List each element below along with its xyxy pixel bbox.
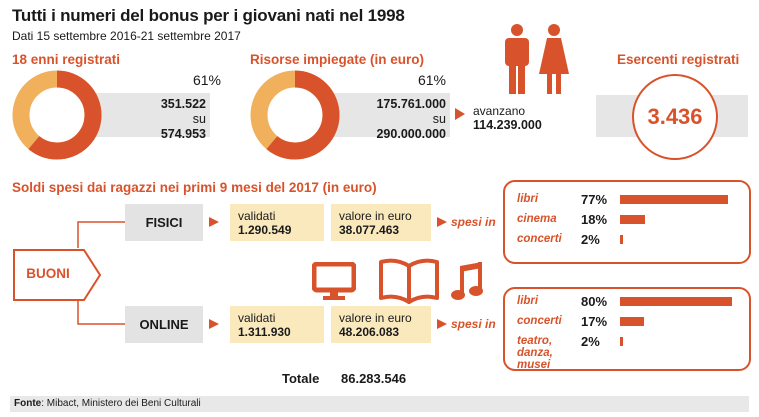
soldi-heading: Soldi spesi dai ragazzi nei primi 9 mesi…	[12, 180, 377, 195]
fisici-category-bar	[620, 215, 646, 224]
fisici-category-percent: 2%	[581, 232, 600, 247]
page-title: Tutti i numeri del bonus per i giovani n…	[12, 6, 405, 25]
fisici-category-name: concerti	[517, 233, 562, 245]
risorse-percent: 61%	[417, 72, 446, 88]
online-arrow-icon	[209, 319, 219, 329]
fisici-categories-list: libri 77% cinema 18% concerti 2%	[503, 180, 751, 264]
totale-value: 86.283.546	[341, 371, 407, 386]
registrati-donut	[12, 70, 102, 160]
registrati-donut-arc	[12, 70, 102, 160]
esercenti-value: 3.436	[647, 104, 703, 129]
registrati-numbers: 351.522 su 574.953	[140, 97, 206, 142]
monitor-icon	[312, 262, 356, 300]
online-categories-list: libri 80% concerti 17% teatro, danza, musei 2…	[503, 287, 751, 371]
online-spesi-arrow-icon	[437, 319, 447, 329]
fisici-category-bar	[620, 235, 623, 244]
online-category-name: teatro, danza, musei	[517, 335, 553, 371]
fisici-category-name: cinema	[517, 213, 557, 225]
fisici-valore-box: valore in euro 38.077.463	[331, 204, 431, 241]
male-person-icon	[505, 24, 529, 94]
online-validati-value: 1.311.930	[238, 325, 291, 339]
avanzano-arrow-icon	[455, 108, 465, 120]
footer-source: Fonte: Mibact, Ministero dei Beni Cultur…	[10, 396, 749, 412]
fisici-arrow-icon	[209, 217, 219, 227]
risorse-bg	[330, 93, 450, 137]
online-category-bar	[620, 337, 623, 346]
risorse-value: 175.761.000	[376, 97, 446, 111]
fisici-validati-value: 1.290.549	[238, 223, 292, 237]
online-valore-label: valore in euro	[339, 311, 412, 325]
fisici-category-percent: 18%	[581, 212, 608, 227]
online-validati-box: validati 1.311.930	[230, 306, 324, 343]
registrati-value: 351.522	[160, 97, 206, 111]
fisici-category-bar	[620, 195, 728, 204]
online-category-name: libri	[517, 295, 539, 307]
online-category-percent: 2%	[581, 334, 600, 349]
esercenti-heading: Esercenti registrati	[617, 52, 740, 67]
registrati-bg	[90, 93, 210, 137]
risorse-donut	[250, 70, 340, 160]
registrati-percent: 61%	[192, 72, 221, 88]
open-book-icon	[379, 258, 439, 304]
fisici-valore-value: 38.077.463	[339, 223, 400, 237]
avanzano-label: avanzano	[473, 104, 526, 118]
online-category-percent: 80%	[581, 294, 608, 309]
buoni-label: BUONI	[26, 266, 70, 281]
online-label: ONLINE	[125, 306, 203, 343]
music-note-icon	[451, 262, 483, 300]
buoni-arrow-shape	[13, 249, 102, 301]
risorse-numbers: 175.761.000 su 290.000.000	[350, 97, 446, 142]
fisici-category-percent: 77%	[581, 192, 608, 207]
registrati-total: 574.953	[160, 127, 206, 141]
online-validati-label: validati	[238, 311, 276, 325]
risorse-heading: Risorse impiegate (in euro)	[250, 52, 425, 67]
online-valore-value: 48.206.083	[339, 325, 400, 339]
online-category-bar	[620, 317, 644, 326]
risorse-donut-arc	[250, 70, 340, 160]
fisici-valore-label: valore in euro	[339, 209, 412, 223]
fisici-validati-label: validati	[238, 209, 276, 223]
fisici-category-name: libri	[517, 193, 539, 205]
fisici-spesi-arrow-icon	[437, 217, 447, 227]
online-valore-box: valore in euro 48.206.083	[331, 306, 431, 343]
female-person-icon	[539, 24, 569, 94]
footer-fonte-label: Fonte	[14, 398, 42, 409]
fisici-label: FISICI	[125, 204, 203, 241]
risorse-total: 290.000.000	[376, 127, 446, 141]
online-category-percent: 17%	[581, 314, 608, 329]
online-category-name: concerti	[517, 315, 562, 327]
online-spesi-label: spesi in	[451, 317, 496, 331]
fisici-spesi-label: spesi in	[451, 215, 496, 229]
avanzano-value: 114.239.000	[473, 118, 542, 132]
registrati-su: su	[192, 112, 206, 126]
fisici-validati-box: validati 1.290.549	[230, 204, 324, 241]
esercenti-circle: 3.436	[632, 74, 718, 160]
totale-label: Totale	[282, 371, 320, 386]
risorse-su: su	[432, 112, 446, 126]
online-category-bar	[620, 297, 732, 306]
registrati-heading: 18 enni registrati	[12, 52, 121, 67]
page-subtitle: Dati 15 settembre 2016-21 settembre 2017	[12, 29, 241, 43]
footer-fonte-text: : Mibact, Ministero dei Beni Culturali	[41, 398, 201, 409]
